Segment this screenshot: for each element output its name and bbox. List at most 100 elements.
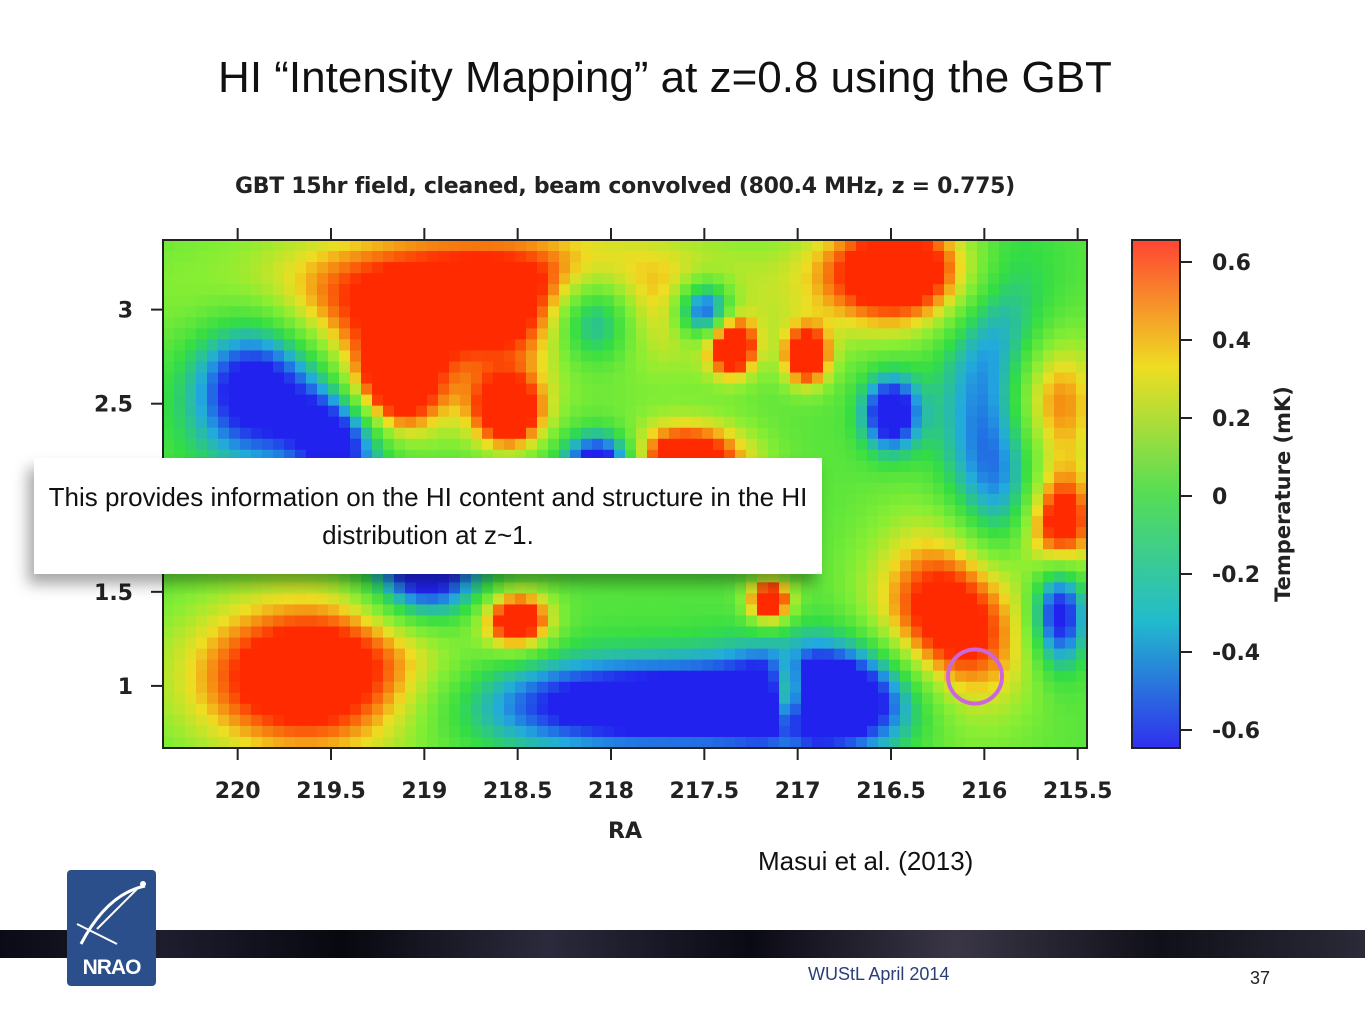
heatmap-cell xyxy=(174,295,186,307)
heatmap-cell xyxy=(460,681,472,694)
heatmap-cell xyxy=(1065,582,1077,594)
heatmap-cell xyxy=(713,251,725,263)
heatmap-cell xyxy=(515,714,527,727)
heatmap-cell xyxy=(768,714,780,727)
heatmap-cell xyxy=(273,714,285,727)
heatmap-cell xyxy=(867,262,879,274)
heatmap-cell xyxy=(482,449,494,462)
heatmap-cell xyxy=(988,604,1000,617)
heatmap-cell xyxy=(262,593,274,606)
heatmap-cell xyxy=(944,273,956,285)
heatmap-cell xyxy=(757,626,769,639)
heatmap-cell xyxy=(174,582,186,594)
heatmap-cell xyxy=(449,637,461,650)
heatmap-cell xyxy=(768,681,780,694)
heatmap-cell xyxy=(757,670,769,683)
colorbar-tick-label: 0.2 xyxy=(1212,407,1251,432)
heatmap-cell xyxy=(405,317,417,329)
heatmap-cell xyxy=(724,262,736,274)
heatmap-cell xyxy=(1065,350,1077,363)
heatmap-cell xyxy=(526,714,538,727)
heatmap-cell xyxy=(262,295,274,307)
heatmap-cell xyxy=(471,637,483,650)
heatmap-cell xyxy=(889,251,901,263)
heatmap-cell xyxy=(251,736,263,748)
heatmap-cell xyxy=(658,383,670,396)
heatmap-cell xyxy=(922,571,934,583)
heatmap-cell xyxy=(394,372,406,385)
heatmap-cell xyxy=(647,681,659,694)
heatmap-cell xyxy=(394,427,406,440)
heatmap-cell xyxy=(383,394,395,407)
heatmap-cell xyxy=(856,350,868,363)
heatmap-cell xyxy=(856,516,868,528)
heatmap-cell xyxy=(647,438,659,451)
heatmap-cell xyxy=(339,725,351,738)
heatmap-cell xyxy=(328,339,340,352)
heatmap-cell xyxy=(746,659,758,672)
heatmap-cell xyxy=(317,240,329,252)
heatmap-cell xyxy=(955,494,967,506)
heatmap-cell xyxy=(196,703,208,716)
heatmap-cell xyxy=(1054,648,1066,661)
heatmap-cell xyxy=(614,626,626,639)
heatmap-cell xyxy=(977,262,989,274)
heatmap-cell xyxy=(790,361,802,374)
heatmap-cell xyxy=(735,317,747,329)
heatmap-cell xyxy=(999,438,1011,451)
heatmap-cell xyxy=(812,339,824,352)
heatmap-cell xyxy=(823,648,835,661)
heatmap-cell xyxy=(317,383,329,396)
heatmap-cell xyxy=(768,593,780,606)
heatmap-cell xyxy=(856,626,868,639)
heatmap-cell xyxy=(515,427,527,440)
heatmap-cell xyxy=(427,273,439,285)
beam-circle-marker xyxy=(946,647,1004,706)
heatmap-cell xyxy=(702,582,714,594)
heatmap-cell xyxy=(625,714,637,727)
heatmap-cell xyxy=(185,725,197,738)
heatmap-cell xyxy=(823,670,835,683)
heatmap-cell xyxy=(416,703,428,716)
heatmap-cell xyxy=(834,516,846,528)
heatmap-cell xyxy=(207,604,219,617)
heatmap-cell xyxy=(944,538,956,550)
heatmap-cell xyxy=(570,394,582,407)
heatmap-cell xyxy=(328,571,340,583)
heatmap-cell xyxy=(1065,505,1077,517)
heatmap-cell xyxy=(328,284,340,296)
heatmap-cell xyxy=(416,284,428,296)
heatmap-cell xyxy=(867,449,879,462)
heatmap-cell xyxy=(614,681,626,694)
heatmap-cell xyxy=(262,571,274,583)
heatmap-cell xyxy=(548,593,560,606)
heatmap-cell xyxy=(306,604,318,617)
heatmap-cell xyxy=(669,427,681,440)
heatmap-cell xyxy=(779,339,791,352)
heatmap-cell xyxy=(196,240,208,252)
heatmap-cell xyxy=(537,350,549,363)
heatmap-cell xyxy=(339,262,351,274)
heatmap-cell xyxy=(1054,659,1066,672)
heatmap-cell xyxy=(856,681,868,694)
heatmap-cell xyxy=(482,637,494,650)
heatmap-cell xyxy=(977,725,989,738)
heatmap-cell xyxy=(669,571,681,583)
heatmap-cell xyxy=(1065,560,1077,572)
nrao-logo: NRAO xyxy=(67,870,156,986)
heatmap-cell xyxy=(207,692,219,705)
heatmap-cell xyxy=(317,295,329,307)
heatmap-cell xyxy=(273,703,285,716)
heatmap-cell xyxy=(1054,626,1066,639)
heatmap-cell xyxy=(427,615,439,628)
heatmap-cell xyxy=(1032,361,1044,374)
heatmap-cell xyxy=(999,549,1011,561)
heatmap-cell xyxy=(515,394,527,407)
heatmap-cell xyxy=(856,494,868,506)
heatmap-cell xyxy=(1010,736,1022,748)
heatmap-cell xyxy=(779,438,791,451)
heatmap-cell xyxy=(812,582,824,594)
heatmap-cell xyxy=(317,262,329,274)
heatmap-cell xyxy=(284,251,296,263)
heatmap-cell xyxy=(603,262,615,274)
